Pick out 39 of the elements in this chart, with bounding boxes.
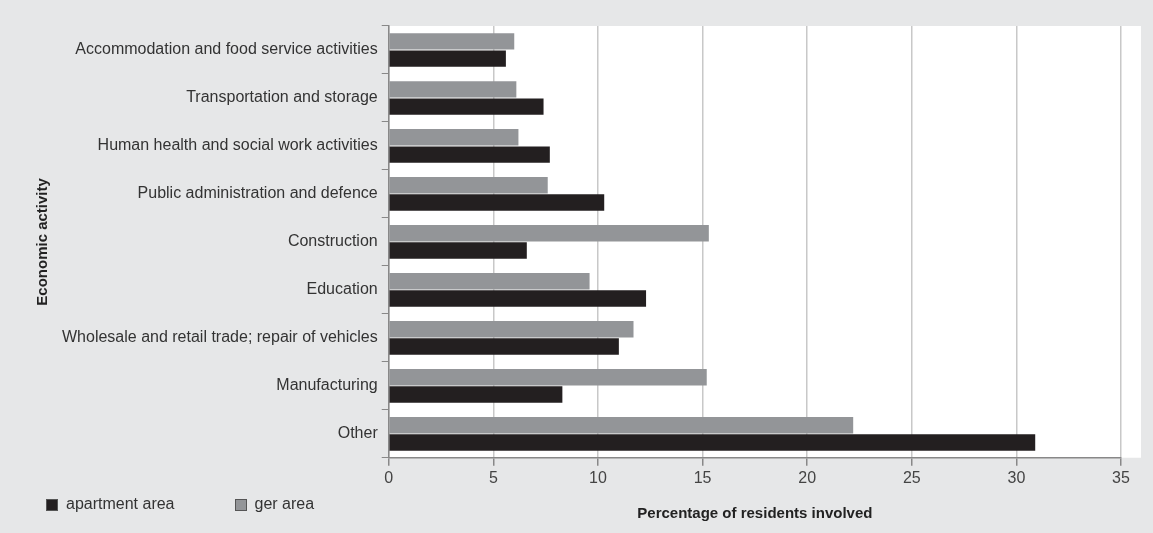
bar [389,386,563,403]
y-tick-label: Accommodation and food service activities [75,40,378,58]
x-tick-label: 35 [1112,468,1130,486]
bar [389,273,590,290]
bar [389,33,515,50]
x-tick-label: 5 [488,468,498,486]
y-axis-title: Economic activity [33,177,51,306]
y-tick-label: Human health and social work activities [97,136,378,154]
y-tick-label: Other [337,424,379,442]
y-tick-label: Public administration and defence [137,184,378,202]
x-tick-label: 15 [693,468,712,486]
y-tick-label: Construction [287,232,378,250]
y-tick-label: Transportation and storage [186,88,378,106]
bar [389,338,619,355]
bar [389,242,527,259]
x-tick-label: 20 [798,468,817,486]
bar [389,129,519,146]
bar [389,98,544,115]
bar [389,194,605,211]
legend-label: apartment area [65,495,175,513]
bar [389,368,707,386]
y-tick-label: Manufacturing [276,376,378,394]
x-tick-label: 25 [902,468,921,486]
bar [389,321,634,338]
legend-label: ger area [253,495,315,513]
y-tick-label: Wholesale and retail trade; repair of vehicles [62,328,378,346]
x-tick-label: 0 [384,468,394,486]
bar [389,290,647,307]
bar [389,416,854,434]
bar [389,434,1036,451]
y-tick-label: Education [306,280,378,298]
bar [389,177,548,194]
x-tick-label: 30 [1007,468,1026,486]
bar [389,50,506,67]
x-tick-label: 10 [589,468,607,486]
bar [389,146,550,163]
x-axis-title: Percentage of residents involved [637,504,873,522]
bar [389,81,517,98]
bar [389,225,709,242]
